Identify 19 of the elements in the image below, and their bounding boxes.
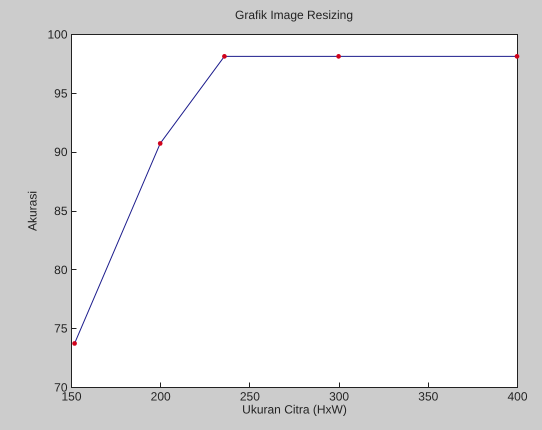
chart-title: Grafik Image Resizing: [234, 8, 354, 22]
point: [222, 54, 227, 59]
point: [336, 54, 341, 59]
x-tick-label: 350: [418, 390, 439, 404]
point: [514, 54, 520, 59]
x-tick-label: 400: [507, 390, 528, 404]
y-tick-label: 75: [54, 322, 68, 336]
point: [158, 141, 163, 146]
y-tick-label: 85: [54, 204, 68, 218]
x-tick-label: 250: [240, 390, 260, 404]
y-tick-label: 90: [54, 145, 68, 160]
y-tick-label: 95: [54, 86, 68, 100]
y-tick-label: 100: [47, 28, 68, 42]
x-axis-title: Ukuran Citra (HxW): [242, 402, 347, 416]
x-tick-label: 300: [329, 390, 350, 404]
y-tick-label: 80: [54, 262, 68, 277]
y-axis-title: Akurasi: [25, 190, 40, 232]
x-tick-label: 200: [150, 390, 172, 404]
point: [72, 341, 77, 346]
